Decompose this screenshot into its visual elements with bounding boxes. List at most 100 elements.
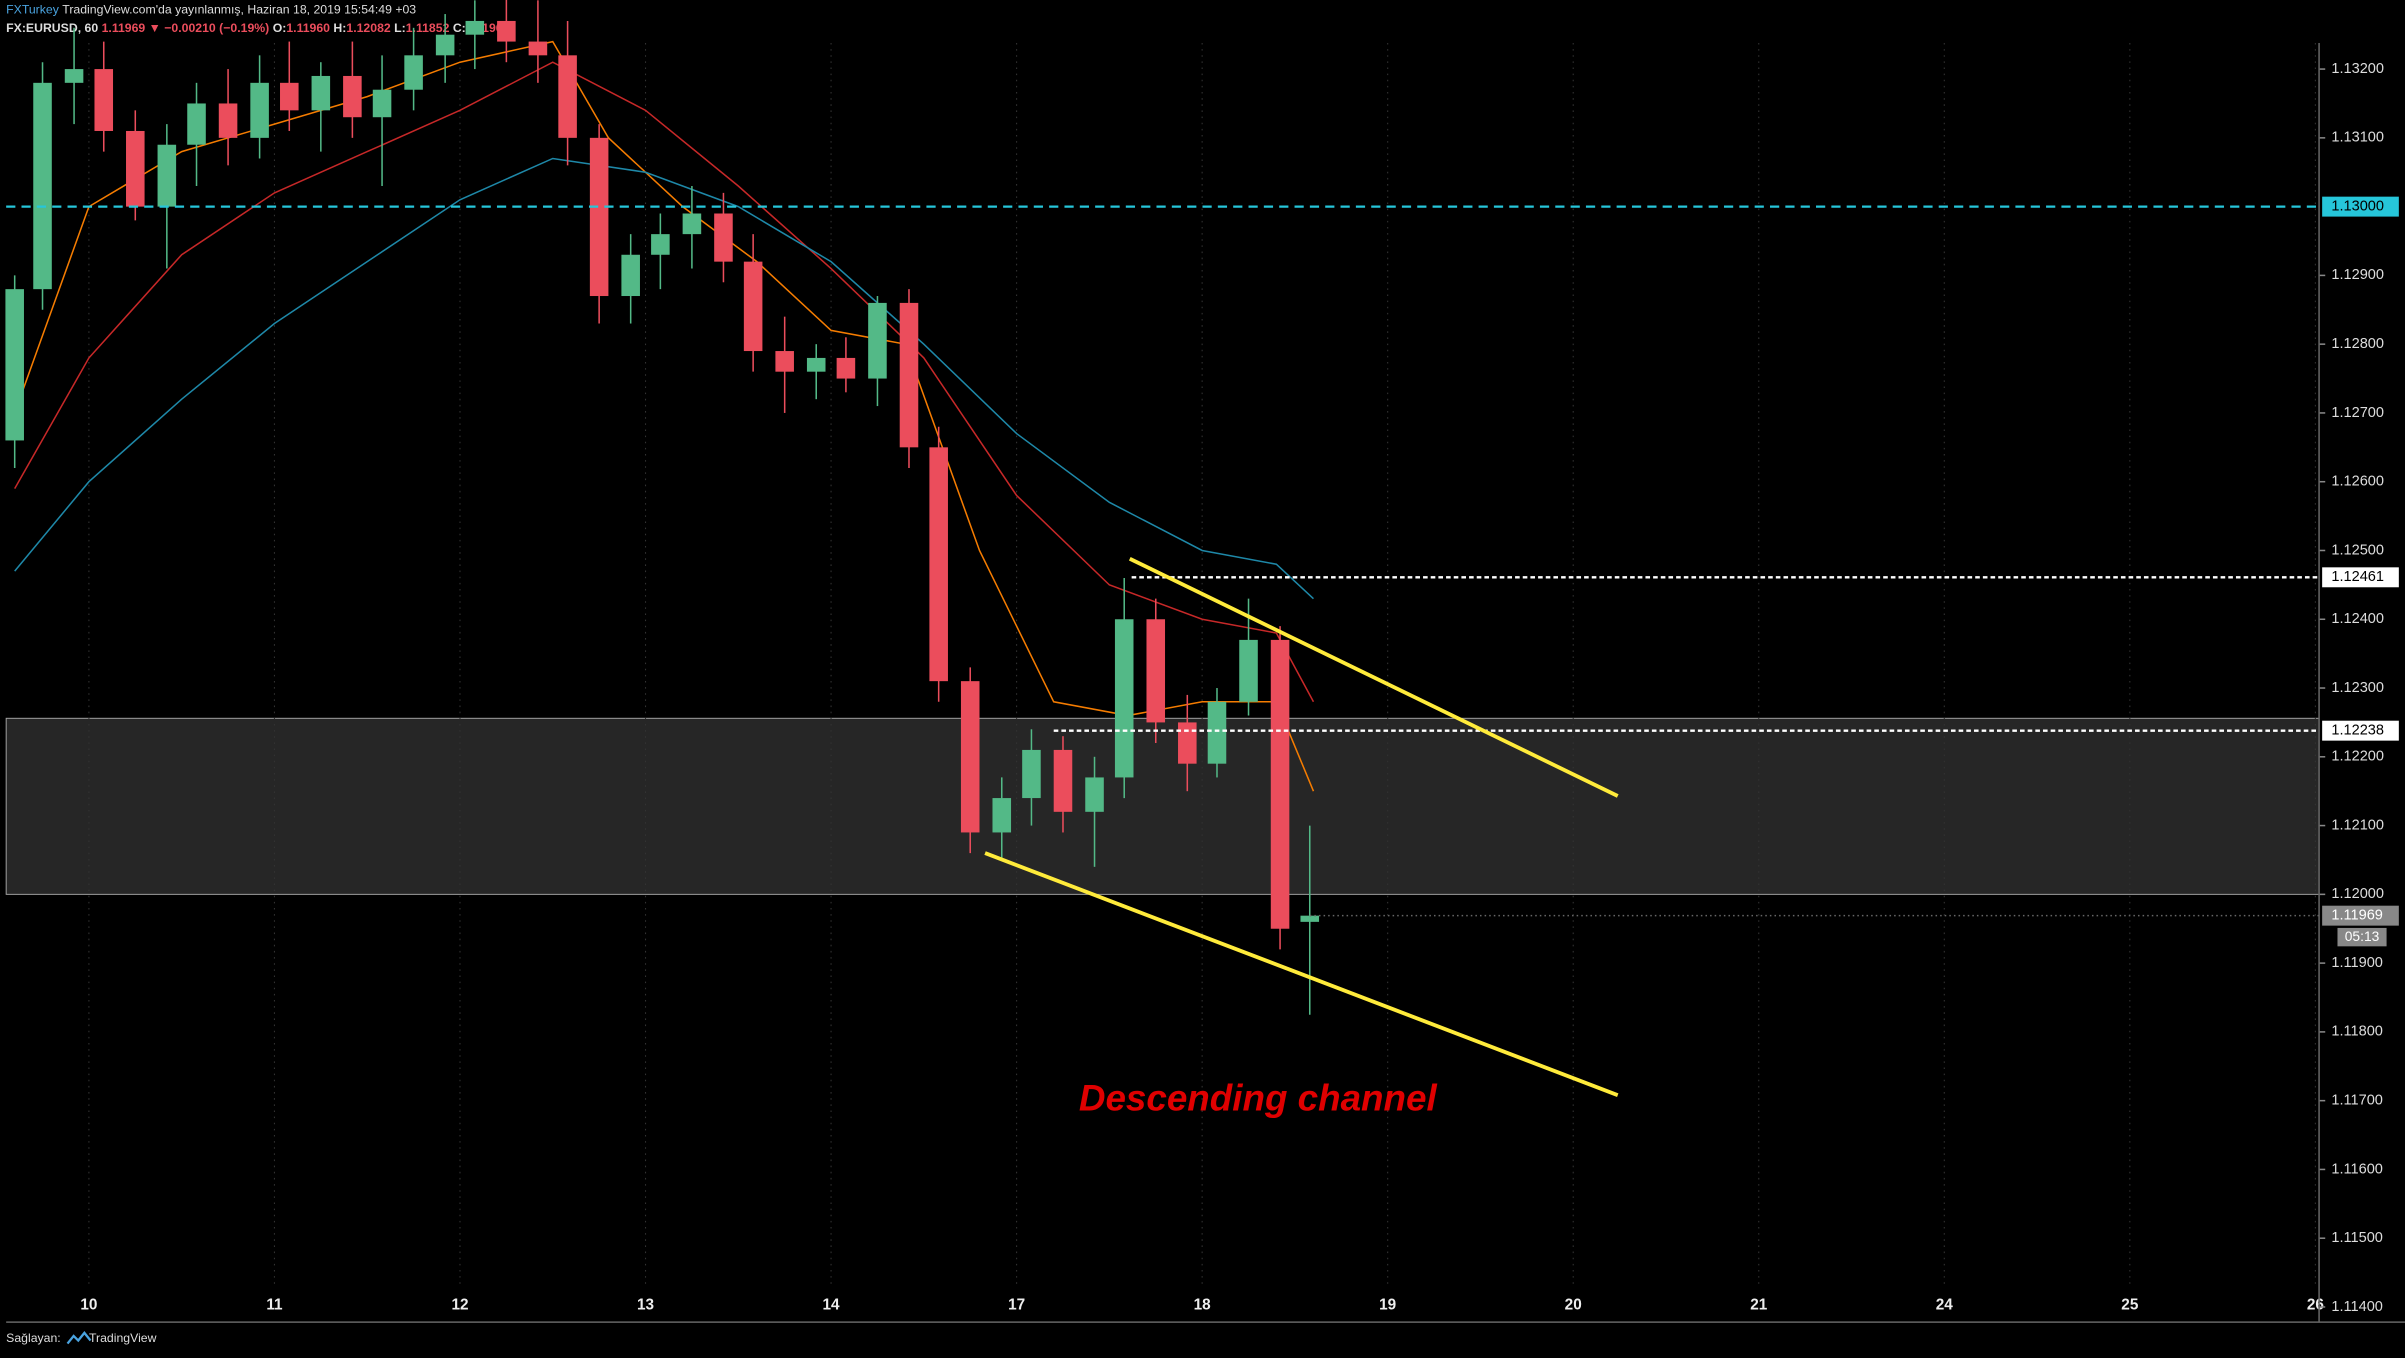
last: 1.11969: [102, 21, 146, 35]
y-tick-label: 1.12900: [2331, 267, 2384, 283]
candle-body: [1270, 639, 1290, 929]
candle-body: [528, 41, 548, 56]
y-tick-label: 1.12400: [2331, 611, 2384, 627]
candle-body: [94, 69, 114, 131]
y-tick-label: 1.12800: [2331, 336, 2384, 352]
candle-body: [558, 55, 577, 138]
y-tick-label: 1.11500: [2331, 1230, 2383, 1246]
zone: [5, 717, 2320, 895]
x-tick-label: 26: [2307, 1296, 2324, 1313]
price-badge-label: 1.12461: [2331, 569, 2384, 585]
x-tick-label: 19: [1379, 1296, 1396, 1313]
y-tick-label: 1.12300: [2331, 680, 2384, 696]
candle-body: [64, 69, 84, 83]
candle-body: [682, 213, 702, 235]
candle-body: [5, 289, 24, 441]
candle-body: [929, 447, 948, 682]
y-tick-label: 1.12500: [2331, 542, 2384, 558]
countdown-label: 05:13: [2345, 929, 2380, 944]
header-line: FXTurkey TradingView.com'da yayınlanmış,…: [6, 3, 416, 17]
candle-body: [1207, 701, 1227, 764]
candle-body: [899, 302, 919, 448]
candle-body: [806, 357, 826, 372]
published: TradingView.com'da yayınlanmış, Haziran …: [62, 3, 416, 17]
candle-body: [836, 357, 856, 379]
candle-body: [1300, 915, 1320, 922]
footer-brand[interactable]: TradingView: [89, 1331, 157, 1345]
x-tick-label: 11: [266, 1296, 283, 1313]
candle-body: [868, 302, 887, 379]
ohlc-value: 1.11960: [286, 21, 330, 35]
x-tick-label: 17: [1008, 1296, 1025, 1313]
y-tick-label: 1.11900: [2331, 955, 2383, 971]
candle-body: [280, 82, 299, 111]
candle-body: [311, 75, 331, 111]
ohlc-key: L:: [394, 21, 406, 35]
x-tick-label: 21: [1750, 1296, 1768, 1313]
arrow: ▼: [149, 21, 161, 35]
price-badge: [2322, 567, 2399, 588]
y-tick-label: 1.11700: [2331, 1093, 2383, 1109]
candle-body: [589, 137, 609, 297]
price-badge: [2322, 196, 2399, 217]
candle-body: [372, 89, 392, 118]
price-badge-label: 1.12238: [2331, 723, 2384, 739]
candle-body: [33, 82, 52, 290]
candle-body: [465, 20, 485, 35]
candle-body: [651, 234, 670, 255]
candle-body: [960, 681, 980, 833]
countdown-badge: [2337, 927, 2387, 947]
y-tick-label: 1.12700: [2331, 405, 2384, 421]
candle-body: [187, 103, 206, 145]
y-tick-label: 1.13100: [2331, 130, 2384, 146]
candle-body: [343, 75, 362, 118]
candle-body: [743, 261, 763, 352]
x-tick-label: 20: [1565, 1296, 1582, 1313]
candle-body: [157, 144, 177, 207]
candle-body: [126, 130, 145, 207]
brand-logo: [66, 1331, 92, 1345]
candle-body: [992, 798, 1012, 833]
candle-body: [435, 34, 455, 56]
candle-body: [1022, 749, 1041, 799]
ohlc-value: 1.12082: [346, 21, 391, 35]
footer-label: Sağlayan:: [6, 1331, 61, 1345]
candle-body: [1239, 639, 1258, 702]
price-badge-label: 1.11969: [2331, 908, 2383, 924]
symbol-line: FX:EURUSD, 60 1.11969 ▼ −0.00210 (−0.19%…: [6, 21, 509, 35]
annotation: Descending channel: [1079, 1077, 1438, 1118]
candle-body: [404, 55, 423, 90]
x-tick-label: 13: [637, 1296, 654, 1313]
y-tick-label: 1.12000: [2331, 886, 2384, 902]
candle-body: [1114, 619, 1134, 778]
x-tick-label: 24: [1936, 1296, 1954, 1313]
y-tick-label: 1.11400: [2331, 1299, 2383, 1315]
y-tick-label: 1.13200: [2331, 61, 2384, 77]
y-tick-label: 1.12200: [2331, 749, 2384, 765]
y-tick-label: 1.11800: [2331, 1024, 2383, 1040]
publisher[interactable]: FXTurkey: [6, 3, 60, 17]
x-tick-label: 12: [451, 1296, 468, 1313]
candle-body: [775, 351, 794, 372]
price-badge: [2322, 905, 2399, 926]
candle-body: [714, 213, 733, 262]
price-badge-label: 1.13000: [2331, 198, 2384, 214]
symbol: FX:EURUSD, 60: [6, 21, 98, 35]
y-tick-label: 1.11600: [2331, 1161, 2383, 1177]
ohlc-key: H:: [333, 21, 346, 35]
candle-body: [621, 254, 640, 297]
candle-body: [497, 20, 516, 42]
x-tick-label: 10: [80, 1296, 97, 1313]
x-tick-label: 25: [2121, 1296, 2139, 1313]
y-tick-label: 1.12600: [2331, 474, 2384, 490]
price-badge: [2322, 720, 2399, 741]
candle-body: [250, 82, 269, 138]
x-tick-label: 18: [1194, 1296, 1212, 1313]
candle-body: [218, 103, 238, 138]
y-tick-label: 1.12100: [2331, 817, 2384, 833]
trendline: [984, 851, 1619, 1097]
candle-body: [1178, 722, 1197, 764]
